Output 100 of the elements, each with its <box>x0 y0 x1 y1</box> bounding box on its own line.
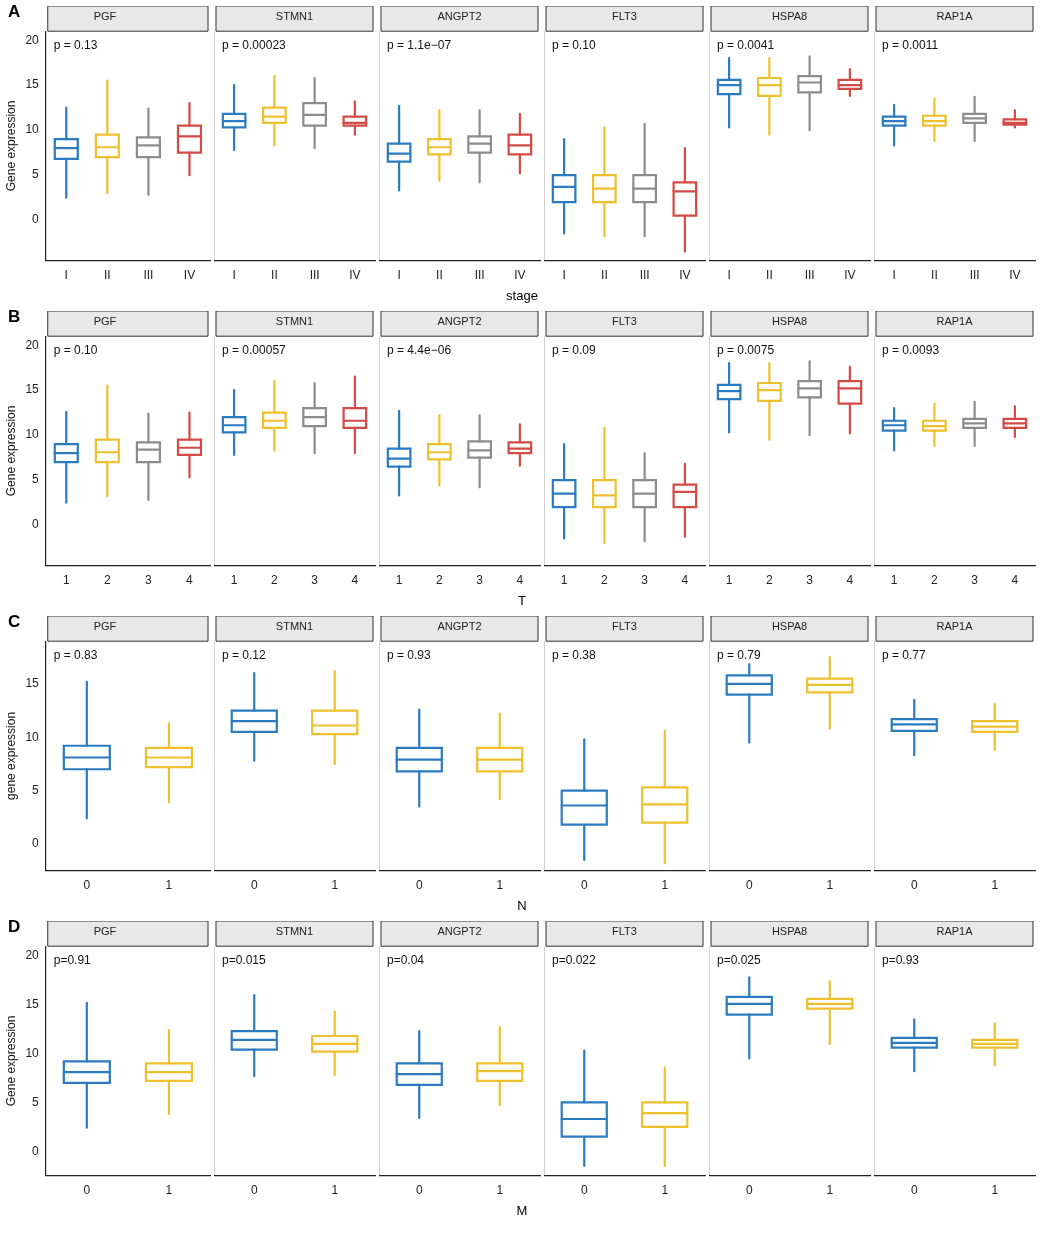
y-tick-label: 20 <box>25 948 40 963</box>
x-tick-label: III <box>309 268 320 283</box>
annotation: p = 0.79 <box>717 647 762 662</box>
annotation: p = 0.83 <box>53 647 98 662</box>
chart-title: FLT3 <box>612 9 637 22</box>
x-tick-label: IV <box>844 268 856 283</box>
annotation: p = 0.09 <box>552 342 597 357</box>
x-axis-title: stage <box>505 288 539 303</box>
x-tick-label: 2 <box>601 573 609 588</box>
annotation: p = 0.00023 <box>222 37 287 52</box>
y-tick-label: 10 <box>25 122 40 137</box>
x-tick-label: 3 <box>806 573 814 588</box>
annotation: p = 0.00057 <box>222 342 287 357</box>
annotation: p=0.025 <box>717 952 762 967</box>
x-axis-title: T <box>517 593 527 608</box>
chart-title: RAP1A <box>936 9 974 22</box>
x-tick-label: 0 <box>910 878 918 893</box>
x-tick-label: 1 <box>826 1183 834 1198</box>
x-tick-label: IV <box>1009 268 1021 283</box>
x-tick-label: 4 <box>1011 573 1019 588</box>
x-tick-label: 4 <box>516 573 524 588</box>
x-tick-label: 2 <box>766 573 774 588</box>
chart-title: HSPA8 <box>771 924 808 937</box>
x-tick-label: III <box>474 268 485 283</box>
x-tick-label: II <box>601 268 608 283</box>
annotation: p = 1.1e−07 <box>387 37 452 52</box>
x-tick-label: III <box>639 268 650 283</box>
chart-title: STMN1 <box>275 9 314 22</box>
chart-title: FLT3 <box>612 619 637 632</box>
text: A <box>8 2 21 22</box>
x-tick-label: III <box>969 268 980 283</box>
annotation: p = 0.10 <box>552 37 597 52</box>
x-tick-label: 1 <box>331 1183 339 1198</box>
x-tick-label: 0 <box>250 1183 258 1198</box>
y-tick-label: 5 <box>32 472 40 487</box>
x-tick-label: 0 <box>745 1183 753 1198</box>
y-axis-title: Gene expression <box>3 405 18 497</box>
chart-title: PGF <box>93 619 117 632</box>
y-tick-label: 15 <box>25 382 40 397</box>
chart-title: STMN1 <box>275 924 314 937</box>
x-tick-label: 1 <box>661 1183 669 1198</box>
text: B <box>8 307 21 327</box>
y-tick-label: 15 <box>25 676 40 691</box>
chart-title: HSPA8 <box>771 619 808 632</box>
chart-title: HSPA8 <box>771 314 808 327</box>
x-tick-label: 1 <box>230 573 238 588</box>
chart-title: ANGPT2 <box>437 619 482 632</box>
x-tick-label: 3 <box>641 573 649 588</box>
x-tick-label: 0 <box>580 878 588 893</box>
x-tick-label: 1 <box>165 1183 173 1198</box>
x-tick-label: IV <box>679 268 691 283</box>
x-tick-label: 1 <box>331 878 339 893</box>
x-tick-label: IV <box>514 268 526 283</box>
x-tick-label: I <box>892 268 896 283</box>
y-axis-title: Gene expression <box>3 100 18 192</box>
y-tick-label: 0 <box>32 836 40 851</box>
y-tick-label: 0 <box>32 517 40 532</box>
x-tick-label: II <box>766 268 773 283</box>
y-tick-label: 20 <box>25 337 40 352</box>
chart-title: PGF <box>93 9 117 22</box>
x-tick-label: 3 <box>476 573 484 588</box>
x-tick-label: 1 <box>826 878 834 893</box>
annotation: p=0.022 <box>552 952 597 967</box>
x-tick-label: 2 <box>436 573 444 588</box>
x-tick-label: I <box>64 268 68 283</box>
y-tick-label: 0 <box>32 1143 40 1158</box>
x-tick-label: II <box>931 268 938 283</box>
y-tick-label: 10 <box>25 729 40 744</box>
x-tick-label: 3 <box>145 573 153 588</box>
x-tick-label: 1 <box>496 878 504 893</box>
x-tick-label: II <box>436 268 443 283</box>
y-tick-label: 15 <box>25 77 40 92</box>
annotation: p = 0.0093 <box>882 342 940 357</box>
x-tick-label: 0 <box>83 878 91 893</box>
annotation: p = 0.0011 <box>882 37 939 52</box>
chart-title: RAP1A <box>936 924 974 937</box>
y-axis-title: gene expression <box>3 711 18 800</box>
x-tick-label: III <box>804 268 815 283</box>
x-tick-label: 2 <box>104 573 111 588</box>
annotation: p = 0.0041 <box>717 37 775 52</box>
chart-title: FLT3 <box>612 924 637 937</box>
x-tick-label: 4 <box>351 573 359 588</box>
y-tick-label: 5 <box>32 782 40 797</box>
x-tick-label: 0 <box>745 878 753 893</box>
chart-title: ANGPT2 <box>437 924 482 937</box>
annotation: p = 0.93 <box>387 647 432 662</box>
chart-title: FLT3 <box>612 314 637 327</box>
x-tick-label: 1 <box>165 878 173 893</box>
x-tick-label: 0 <box>415 878 423 893</box>
annotation: p = 0.10 <box>53 342 98 357</box>
x-tick-label: 0 <box>415 1183 423 1198</box>
chart-title: PGF <box>93 314 117 327</box>
chart-title: RAP1A <box>936 619 974 632</box>
y-tick-label: 15 <box>25 997 40 1012</box>
chart-title: ANGPT2 <box>437 314 482 327</box>
chart-title: STMN1 <box>275 619 314 632</box>
annotation: p=0.04 <box>387 952 425 967</box>
x-tick-label: I <box>727 268 731 283</box>
x-tick-label: 0 <box>250 878 258 893</box>
x-tick-label: 1 <box>661 878 669 893</box>
